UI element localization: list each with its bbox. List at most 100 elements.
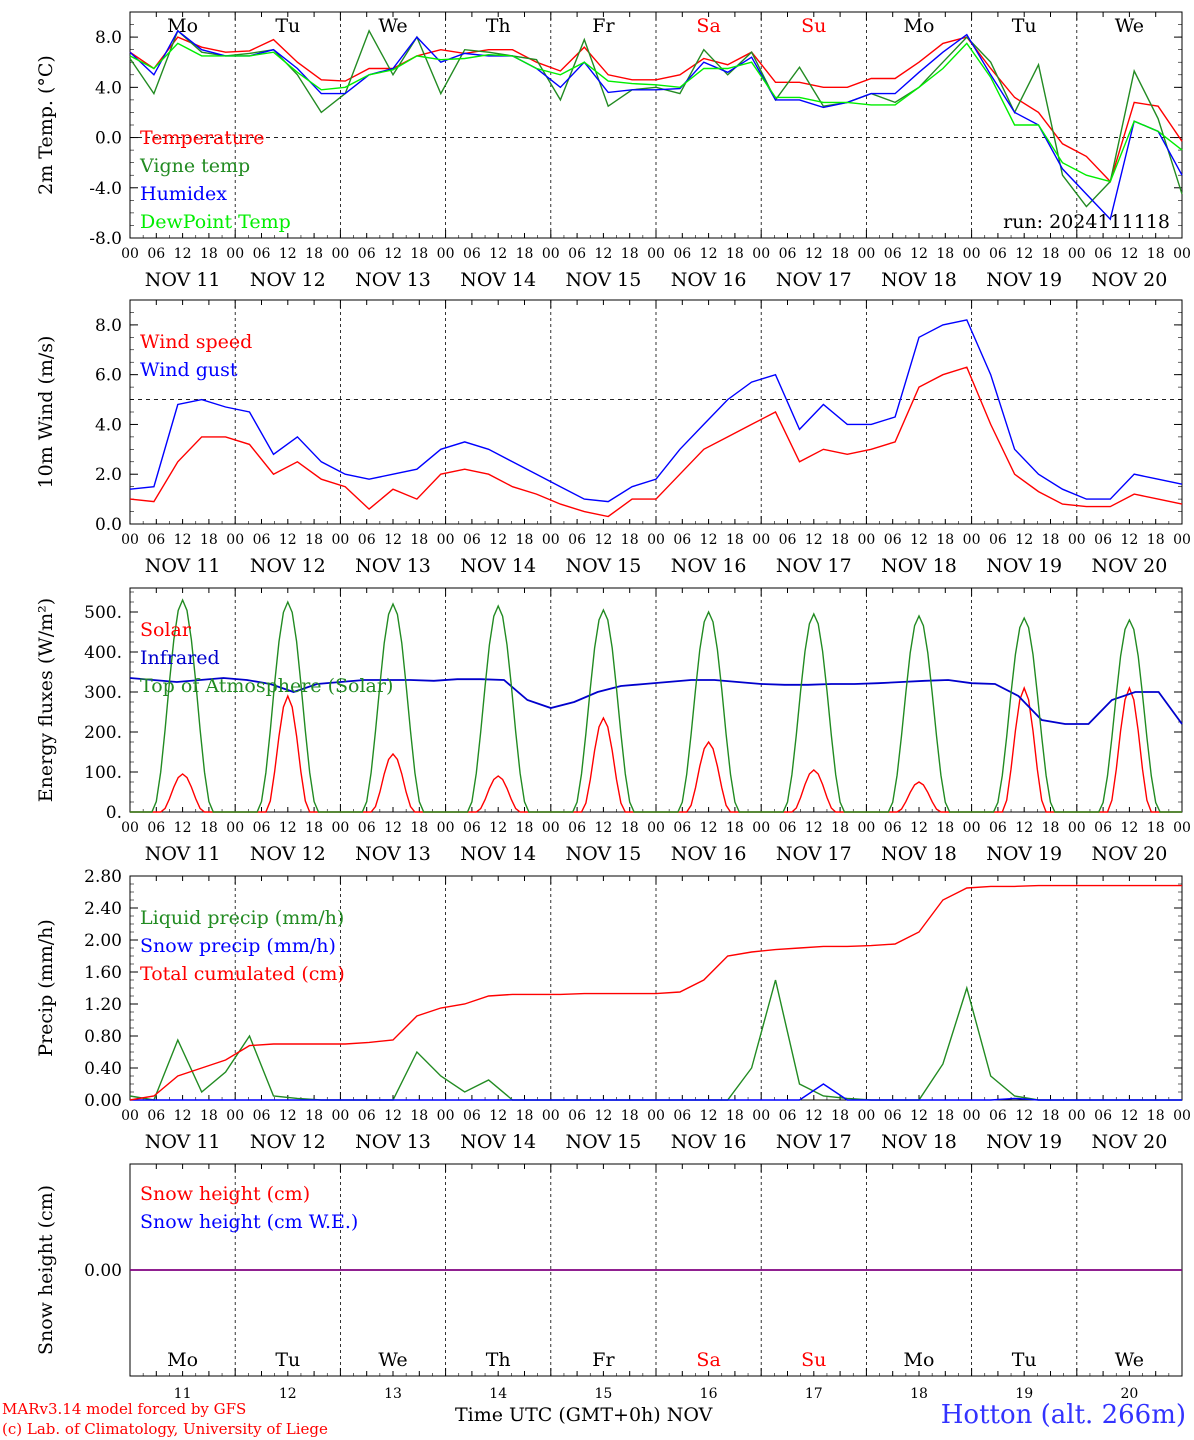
legend-entry: Top of Atmosphere (Solar): [140, 675, 393, 697]
hour-tick-label: 00: [1173, 246, 1191, 262]
hour-tick-label: 12: [1015, 246, 1033, 262]
day-name-top: Th: [486, 15, 511, 37]
y-tick-label: -4.0: [89, 179, 122, 199]
y-axis-label: 2m Temp. (°C): [35, 55, 57, 195]
date-label: NOV 15: [565, 555, 641, 577]
hour-tick-label: 12: [1120, 246, 1138, 262]
hour-tick-label: 18: [621, 246, 639, 262]
hour-tick-label: 18: [1147, 820, 1165, 836]
hour-tick-label: 12: [805, 1108, 823, 1124]
hour-tick-label: 18: [305, 1108, 323, 1124]
date-label: NOV 17: [776, 1131, 852, 1153]
hour-tick-label: 00: [121, 246, 139, 262]
legend-entry: Total cumulated (cm): [140, 963, 345, 985]
hour-tick-label: 06: [147, 532, 165, 548]
hour-tick-label: 06: [147, 1108, 165, 1124]
hour-tick-label: 00: [752, 532, 770, 548]
date-label: NOV 18: [881, 555, 957, 577]
hour-tick-label: 12: [174, 532, 192, 548]
hour-tick-label: 06: [673, 1108, 691, 1124]
day-name-top: Mo: [904, 15, 935, 37]
hour-tick-label: 12: [279, 820, 297, 836]
hour-tick-label: 18: [1147, 246, 1165, 262]
hour-tick-label: 06: [147, 820, 165, 836]
day-name-bottom: Mo: [167, 1349, 198, 1371]
hour-tick-label: 12: [489, 820, 507, 836]
hour-tick-label: 00: [1068, 246, 1086, 262]
date-label: NOV 18: [881, 269, 957, 291]
date-label: NOV 17: [776, 555, 852, 577]
date-label: NOV 13: [355, 843, 431, 865]
y-tick-label: 1.60: [84, 963, 122, 983]
hour-tick-label: 06: [358, 1108, 376, 1124]
hour-tick-label: 06: [147, 246, 165, 262]
date-label: NOV 19: [986, 1131, 1062, 1153]
day-name-top: Tu: [275, 15, 300, 37]
hour-tick-label: 18: [200, 246, 218, 262]
hour-tick-label: 06: [463, 246, 481, 262]
hour-tick-label: 18: [936, 532, 954, 548]
day-number: 12: [279, 1386, 297, 1402]
day-number: 14: [489, 1386, 507, 1402]
y-tick-label: 100.: [84, 763, 122, 783]
hour-tick-label: 06: [568, 820, 586, 836]
hour-tick-label: 06: [463, 1108, 481, 1124]
footer-xlabel-text: Time UTC (GMT+0h): [455, 1404, 661, 1426]
y-tick-label: 4.0: [95, 78, 122, 98]
legend-entry: Infrared: [140, 647, 220, 669]
hour-tick-label: 06: [463, 532, 481, 548]
y-axis-label: Snow height (cm): [35, 1185, 57, 1355]
hour-tick-label: 06: [673, 246, 691, 262]
hour-tick-label: 12: [1120, 1108, 1138, 1124]
date-label: NOV 13: [355, 1131, 431, 1153]
hour-tick-label: 12: [594, 532, 612, 548]
hour-tick-label: 06: [673, 532, 691, 548]
hour-tick-label: 06: [358, 820, 376, 836]
day-number: 15: [594, 1386, 612, 1402]
hour-tick-label: 12: [910, 820, 928, 836]
hour-tick-label: 18: [726, 1108, 744, 1124]
hour-tick-label: 00: [226, 1108, 244, 1124]
hour-tick-label: 00: [331, 532, 349, 548]
legend-entry: Snow height (cm W.E.): [140, 1211, 358, 1233]
y-tick-label: 2.40: [84, 899, 122, 919]
day-name-bottom: Fr: [592, 1349, 615, 1371]
date-label: NOV 16: [671, 843, 747, 865]
hour-tick-label: 06: [463, 820, 481, 836]
date-label: NOV 20: [1091, 269, 1167, 291]
hour-tick-label: 06: [884, 246, 902, 262]
hour-tick-label: 06: [358, 246, 376, 262]
hour-tick-label: 00: [437, 820, 455, 836]
hour-tick-label: 18: [410, 1108, 428, 1124]
footer-station: Hotton (alt. 266m): [940, 1400, 1186, 1430]
date-label: NOV 12: [250, 555, 326, 577]
date-label: NOV 19: [986, 555, 1062, 577]
date-label: NOV 17: [776, 269, 852, 291]
hour-tick-label: 00: [542, 1108, 560, 1124]
hour-tick-label: 18: [516, 532, 534, 548]
hour-tick-label: 12: [910, 532, 928, 548]
panel-frame-1: [129, 299, 1183, 525]
date-label: NOV 20: [1091, 1131, 1167, 1153]
hour-tick-label: 06: [253, 820, 271, 836]
series-line-temperature: [129, 36, 1183, 183]
hour-tick-label: 00: [542, 246, 560, 262]
hour-tick-label: 12: [1015, 532, 1033, 548]
series-line-dewpoint-temp: [129, 42, 1183, 183]
hour-tick-label: 06: [1094, 246, 1112, 262]
date-label: NOV 13: [355, 555, 431, 577]
y-tick-label: -8.0: [89, 229, 122, 249]
hour-tick-label: 06: [989, 820, 1007, 836]
hour-tick-label: 06: [568, 246, 586, 262]
date-label: NOV 11: [145, 1131, 221, 1153]
hour-tick-label: 18: [831, 532, 849, 548]
day-name-bottom: We: [1115, 1349, 1144, 1371]
day-name-bottom: Tu: [275, 1349, 300, 1371]
hour-tick-label: 18: [410, 532, 428, 548]
day-name-top: We: [1115, 15, 1144, 37]
hour-tick-label: 00: [226, 246, 244, 262]
hour-tick-label: 00: [331, 820, 349, 836]
hour-tick-label: 12: [594, 246, 612, 262]
day-number: 16: [700, 1386, 718, 1402]
